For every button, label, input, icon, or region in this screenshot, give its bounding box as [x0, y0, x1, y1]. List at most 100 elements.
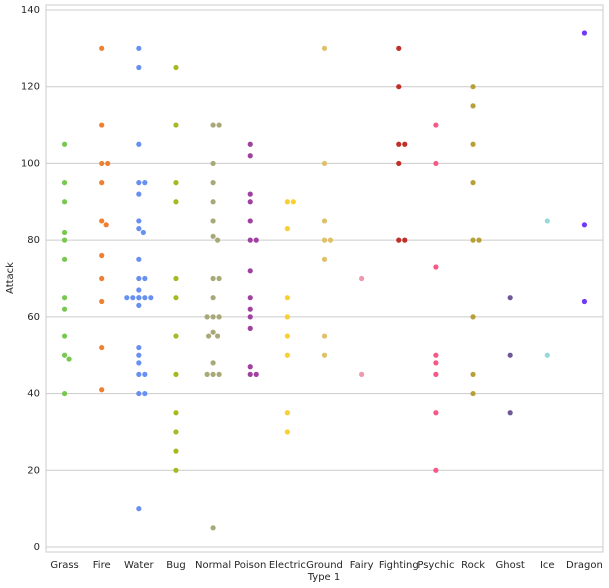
swarm-point [544, 218, 550, 224]
swarm-point [173, 295, 179, 301]
swarm-point [124, 295, 130, 301]
swarm-point [284, 295, 290, 301]
swarm-point [136, 352, 142, 358]
swarm-point [247, 364, 253, 370]
swarm-point [402, 237, 408, 243]
swarm-point [173, 410, 179, 416]
swarm-point [99, 275, 105, 282]
swarm-point [136, 64, 142, 71]
swarm-point [210, 275, 216, 282]
swarm-point [433, 264, 439, 270]
swarm-point [136, 256, 142, 262]
swarm-point [247, 237, 253, 243]
swarm-point [247, 199, 253, 205]
y-tick-label: 40 [27, 389, 40, 400]
swarm-point [284, 333, 290, 339]
swarm-point [99, 387, 105, 393]
swarm-point [470, 371, 476, 377]
swarm-point [359, 275, 365, 282]
swarm-point [142, 390, 148, 397]
swarm-point [99, 218, 105, 224]
swarm-point [433, 371, 439, 377]
y-tick-label: 100 [21, 158, 40, 169]
swarm-point [247, 306, 253, 312]
swarm-point [210, 180, 216, 186]
y-axis-label: Attack [5, 262, 16, 294]
swarm-point [136, 226, 142, 232]
swarm-point [61, 180, 68, 186]
swarm-point [216, 314, 222, 320]
swarm-point [247, 268, 253, 274]
swarm-point [136, 344, 142, 351]
swarm-point [253, 371, 259, 377]
swarm-point [136, 180, 142, 186]
swarm-point [210, 160, 216, 167]
swarm-point [210, 371, 216, 377]
swarm-point [327, 237, 334, 243]
swarm-point [136, 141, 142, 147]
swarm-point [173, 333, 179, 339]
swarm-point [247, 153, 253, 159]
swarm-point [284, 410, 290, 416]
x-tick-label: Ghost [495, 560, 524, 571]
swarm-point [142, 371, 148, 377]
x-tick-label: Normal [195, 560, 231, 571]
swarm-point [173, 122, 179, 128]
swarm-point [396, 237, 402, 243]
y-tick-label: 20 [27, 465, 40, 476]
swarm-point [433, 122, 439, 128]
x-tick-label: Fighting [379, 560, 419, 571]
swarm-point [61, 306, 68, 312]
swarm-point [290, 199, 296, 205]
swarm-point [206, 333, 212, 339]
swarm-point [284, 199, 290, 205]
swarm-point [507, 295, 513, 301]
swarm-point [321, 218, 328, 224]
swarm-point [61, 333, 68, 339]
swarm-point [99, 45, 105, 51]
swarm-point [284, 352, 290, 358]
swarm-point [216, 122, 222, 128]
swarm-point [204, 314, 210, 320]
swarm-point [142, 295, 148, 301]
swarm-point [136, 45, 142, 51]
swarm-point [470, 141, 476, 147]
y-tick-label: 140 [21, 5, 40, 16]
swarm-point [247, 295, 253, 301]
swarm-point [136, 191, 142, 197]
swarm-point [99, 122, 105, 128]
swarm-point [284, 314, 290, 320]
swarm-point [215, 333, 221, 339]
x-tick-label: Ground [306, 560, 343, 571]
swarm-point [321, 352, 328, 358]
swarm-point [61, 141, 68, 147]
swarm-point [210, 122, 216, 128]
swarm-point [433, 360, 439, 366]
swarm-point [99, 252, 105, 259]
swarm-point [142, 275, 148, 282]
swarm-point [136, 295, 142, 301]
swarm-point [476, 237, 482, 243]
swarm-point [247, 191, 253, 197]
swarm-point [99, 344, 105, 351]
x-tick-label: Poison [234, 560, 266, 571]
swarm-point [142, 180, 148, 186]
swarm-point [247, 314, 253, 320]
swarm-point [136, 287, 142, 293]
swarm-point [581, 298, 588, 305]
x-tick-label: Fairy [350, 560, 374, 571]
swarm-point [173, 199, 179, 205]
swarm-point [321, 160, 328, 167]
swarm-point [247, 325, 253, 331]
swarm-point [61, 229, 68, 236]
swarm-point [210, 295, 216, 301]
swarm-point [210, 199, 216, 205]
x-tick-label: Dragon [566, 560, 603, 571]
swarm-point [321, 256, 328, 262]
y-tick-label: 60 [27, 312, 40, 323]
swarm-point [544, 352, 550, 358]
swarm-point [140, 229, 146, 236]
swarm-point [210, 314, 216, 320]
swarm-point [99, 180, 105, 186]
